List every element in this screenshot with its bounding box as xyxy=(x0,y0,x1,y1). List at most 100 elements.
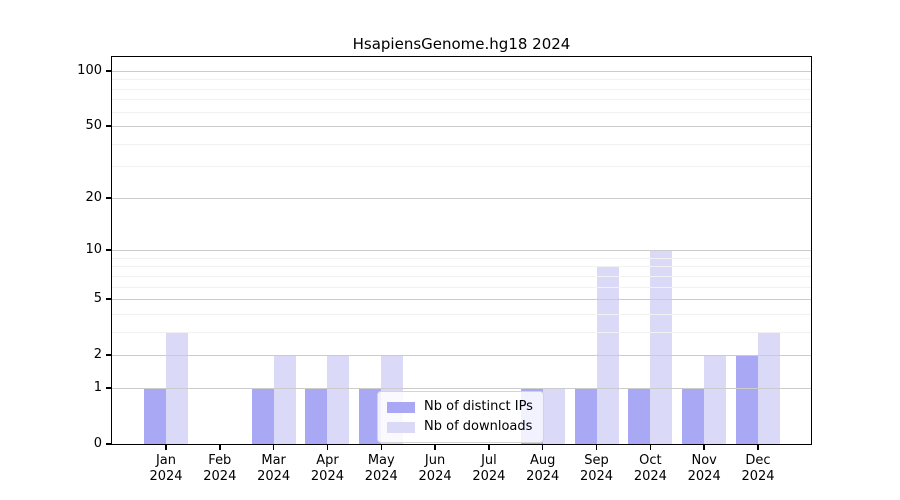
minor-gridline xyxy=(112,275,811,277)
x-tick xyxy=(165,445,167,450)
x-tick-label: Aug 2024 xyxy=(515,453,571,485)
bar-nb-of-downloads-oct xyxy=(650,250,673,444)
year-label: 2024 xyxy=(203,469,237,484)
month-label: Jun xyxy=(424,453,446,468)
bar-nb-of-distinct-ips-nov xyxy=(682,387,705,444)
major-gridline xyxy=(112,197,811,199)
month-label: Apr xyxy=(316,453,339,468)
x-tick-label: Nov 2024 xyxy=(676,453,732,485)
y-tick-label: 0 xyxy=(93,436,102,451)
x-tick-label: Sep 2024 xyxy=(569,453,625,485)
minor-gridline xyxy=(112,257,811,259)
x-tick xyxy=(703,445,705,450)
legend-item-downloads: Nb of downloads xyxy=(387,417,533,437)
x-tick-label: Jul 2024 xyxy=(461,453,517,485)
bar-nb-of-distinct-ips-oct xyxy=(628,387,651,444)
month-label: Feb xyxy=(208,453,232,468)
year-label: 2024 xyxy=(472,469,506,484)
y-tick-label: 100 xyxy=(77,63,102,78)
minor-gridline xyxy=(112,286,811,288)
y-tick-label: 10 xyxy=(85,242,102,258)
bar-nb-of-distinct-ips-may xyxy=(359,387,382,444)
bar-nb-of-distinct-ips-apr xyxy=(305,387,328,444)
month-label: May xyxy=(367,453,395,468)
chart-title: HsapiensGenome.hg18 2024 xyxy=(352,35,571,53)
minor-gridline xyxy=(112,111,811,113)
month-label: Aug xyxy=(530,453,556,468)
legend-swatch-distinct-ips xyxy=(387,401,415,413)
bar-nb-of-downloads-aug xyxy=(542,387,565,444)
y-tick xyxy=(106,354,112,356)
year-label: 2024 xyxy=(310,469,344,484)
x-tick xyxy=(541,445,544,450)
major-gridline xyxy=(112,126,811,128)
minor-gridline xyxy=(112,166,811,168)
year-label: 2024 xyxy=(364,469,398,484)
minor-gridline xyxy=(112,266,811,268)
month-label: Nov xyxy=(691,453,717,468)
minor-gridline xyxy=(112,99,811,101)
x-tick-label: Jun 2024 xyxy=(407,453,463,485)
bar-nb-of-distinct-ips-dec xyxy=(736,355,758,444)
bar-nb-of-downloads-apr xyxy=(327,355,350,444)
bar-nb-of-downloads-nov xyxy=(704,355,727,444)
y-tick xyxy=(106,197,112,199)
y-tick xyxy=(106,387,112,389)
x-tick xyxy=(595,445,598,450)
x-tick xyxy=(488,445,490,450)
y-tick xyxy=(106,443,112,445)
y-tick-label: 1 xyxy=(93,379,102,395)
plot-area xyxy=(112,57,811,444)
year-label: 2024 xyxy=(526,469,560,484)
y-tick xyxy=(106,249,112,251)
year-label: 2024 xyxy=(257,469,291,484)
x-tick-label: Mar 2024 xyxy=(246,453,302,485)
x-tick-label: Apr 2024 xyxy=(299,453,355,485)
month-label: Sep xyxy=(584,453,609,468)
x-tick xyxy=(757,445,759,450)
x-tick xyxy=(272,445,275,450)
minor-gridline xyxy=(112,143,811,145)
minor-gridline xyxy=(112,331,811,333)
x-tick xyxy=(434,445,436,450)
year-label: 2024 xyxy=(741,469,775,484)
x-tick-label: May 2024 xyxy=(353,453,409,485)
x-tick xyxy=(649,445,652,450)
minor-gridline xyxy=(112,88,811,90)
y-tick xyxy=(106,70,112,72)
month-label: Jan xyxy=(155,453,177,468)
legend-swatch-downloads xyxy=(387,421,415,433)
month-label: Mar xyxy=(261,453,286,468)
x-tick-label: Jan 2024 xyxy=(138,453,194,485)
x-tick-label: Oct 2024 xyxy=(622,453,678,485)
legend-label-downloads: Nb of downloads xyxy=(424,419,533,434)
minor-gridline xyxy=(112,313,811,315)
minor-gridline xyxy=(112,79,811,81)
bar-nb-of-downloads-mar xyxy=(273,355,296,444)
y-tick-label: 50 xyxy=(85,118,102,134)
year-label: 2024 xyxy=(149,469,183,484)
x-tick xyxy=(219,445,221,450)
year-label: 2024 xyxy=(687,469,721,484)
year-label: 2024 xyxy=(579,469,614,484)
y-tick-label: 5 xyxy=(93,291,102,307)
x-tick xyxy=(326,445,329,450)
major-gridline xyxy=(112,299,811,301)
legend-item-distinct-ips: Nb of distinct IPs xyxy=(387,397,533,417)
month-label: Dec xyxy=(745,453,771,468)
legend: Nb of distinct IPs Nb of downloads xyxy=(377,391,544,443)
y-tick xyxy=(106,125,112,127)
month-label: Jul xyxy=(481,453,497,468)
major-gridline xyxy=(112,250,811,252)
major-gridline xyxy=(112,355,811,357)
y-tick xyxy=(106,298,112,300)
y-tick-label: 20 xyxy=(85,189,102,205)
x-tick xyxy=(380,445,383,450)
bar-nb-of-distinct-ips-jan xyxy=(144,387,166,444)
x-tick-label: Feb 2024 xyxy=(192,453,248,485)
year-label: 2024 xyxy=(633,469,667,484)
y-tick-label: 2 xyxy=(93,347,102,363)
major-gridline xyxy=(112,387,811,389)
bar-nb-of-distinct-ips-sep xyxy=(574,387,597,444)
